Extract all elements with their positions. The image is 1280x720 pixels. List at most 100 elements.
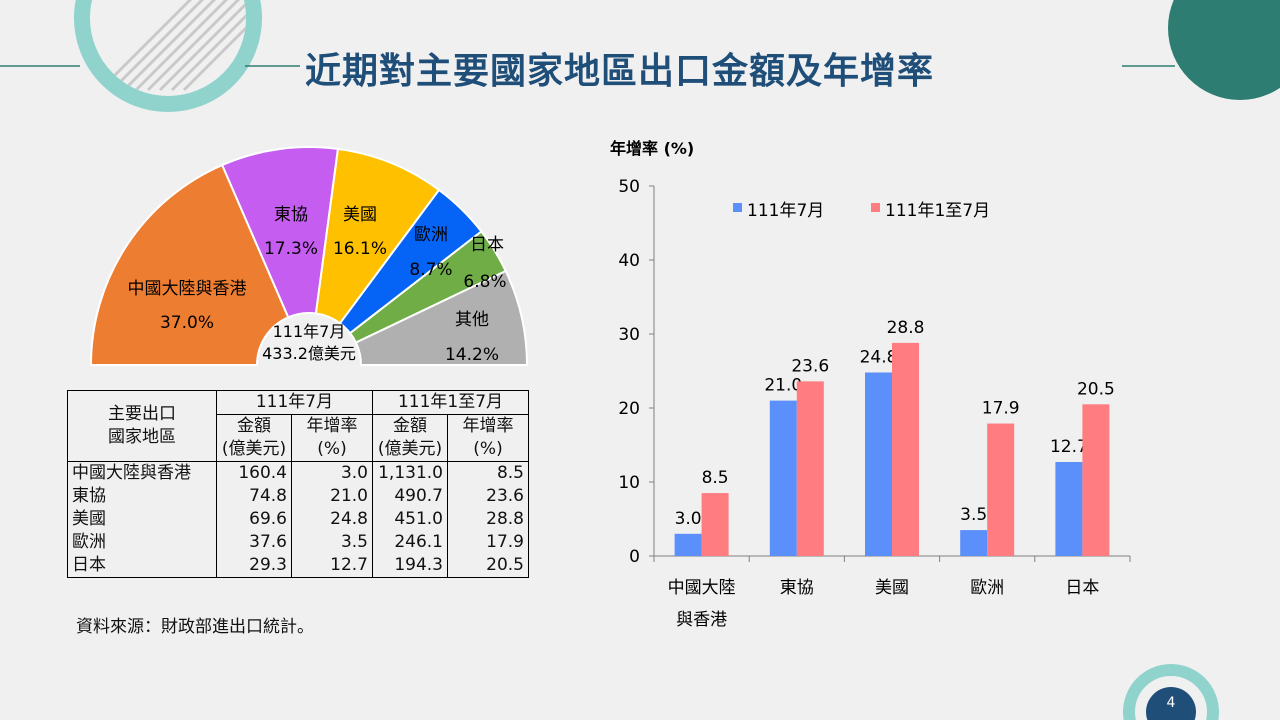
y-tick-label: 10 [618, 473, 640, 493]
cell-growth1: 12.7 [291, 554, 373, 578]
cell-amount1: 37.6 [216, 531, 292, 554]
cell-amount2: 194.3 [372, 554, 448, 578]
y-tick-label: 0 [629, 547, 640, 567]
cell-region: 東協 [67, 485, 217, 508]
x-tick-label: 歐洲 [970, 578, 1004, 598]
header-growth-line2: (%) [473, 439, 503, 459]
bar-value-label: 3.5 [960, 505, 987, 525]
bar-value-label: 20.5 [1077, 379, 1115, 399]
bar-value-label: 17.9 [982, 399, 1020, 419]
table-header-period2: 111年1至7月 [372, 390, 529, 415]
cell-growth1: 3.5 [291, 531, 373, 554]
bar-chart-ylabel: 年增率 (%) [610, 139, 694, 158]
legend-label: 111年1至7月 [885, 201, 990, 221]
cell-growth1: 24.8 [291, 508, 373, 531]
cell-amount1: 160.4 [216, 461, 292, 485]
table-header-amount: 金額 (億美元) [216, 414, 292, 462]
cell-amount2: 1,131.0 [372, 461, 448, 485]
pie-center-total: 433.2億美元 [262, 344, 356, 363]
table-header-period1: 111年7月 [216, 390, 373, 415]
cell-amount2: 451.0 [372, 508, 448, 531]
cell-growth2: 17.9 [447, 531, 529, 554]
bar-value-label: 21.0 [764, 376, 802, 396]
pie-label-japan: 日本 [470, 235, 504, 255]
header-amount-line1: 金額 [393, 416, 427, 436]
decor-hatch [98, 0, 246, 92]
pie-pct-other: 14.2% [445, 345, 499, 365]
bar-value-label: 8.5 [702, 468, 729, 488]
x-tick-label: 美國 [875, 578, 909, 598]
decor-circle-top-right [1168, 0, 1280, 100]
table-header-growth: 年增率 (%) [291, 414, 373, 462]
table-header-region: 主要出口 國家地區 [67, 390, 217, 462]
pie-pct-usa: 16.1% [333, 239, 387, 259]
header-growth-line1: 年增率 [462, 416, 514, 436]
pie-pct-china: 37.0% [160, 313, 214, 333]
cell-amount2: 246.1 [372, 531, 448, 554]
pie-pct-asean: 17.3% [264, 239, 318, 259]
pie-label-asean: 東協 [274, 205, 308, 225]
x-tick-label: 東協 [780, 578, 814, 598]
y-tick-label: 50 [618, 177, 640, 197]
y-tick-label: 20 [618, 399, 640, 419]
bar-value-label: 28.8 [887, 318, 925, 338]
legend-label: 111年7月 [747, 201, 824, 221]
cell-region: 歐洲 [67, 531, 217, 554]
pie-label-other: 其他 [455, 310, 489, 330]
bar [1082, 404, 1110, 556]
y-tick-label: 40 [618, 251, 640, 271]
pie-label-europe: 歐洲 [414, 225, 448, 245]
table-row: 日本 29.3 12.7 194.3 20.5 [67, 554, 529, 578]
table-row: 中國大陸與香港 160.4 3.0 1,131.0 8.5 [67, 461, 529, 485]
x-tick-label: 中國大陸 [668, 578, 736, 598]
pie-center-period: 111年7月 [273, 322, 346, 341]
header-growth-line1: 年增率 [306, 416, 358, 436]
bar [865, 372, 892, 556]
page-number: 4 [1166, 695, 1176, 711]
bar-value-label: 24.8 [860, 347, 898, 367]
pie-pct-japan: 6.8% [463, 272, 506, 292]
bar-value-label: 23.6 [791, 356, 829, 376]
pie-slice [354, 269, 529, 366]
header-region-line2: 國家地區 [108, 427, 176, 447]
cell-growth2: 8.5 [447, 461, 529, 485]
cell-amount1: 29.3 [216, 554, 292, 578]
bar [674, 533, 702, 556]
decor-ring-bottom-right [1123, 664, 1219, 720]
cell-growth2: 20.5 [447, 554, 529, 578]
y-tick-label: 30 [618, 325, 640, 345]
table-header-amount: 金額 (億美元) [372, 414, 448, 462]
x-tick-label: 與香港 [676, 610, 727, 630]
x-tick-label: 日本 [1065, 578, 1099, 598]
bar [892, 342, 919, 556]
pie-slice [89, 163, 290, 366]
header-amount-line2: (億美元) [221, 439, 287, 459]
table-row: 東協 74.8 21.0 490.7 23.6 [67, 485, 529, 508]
bar [769, 400, 797, 556]
bar [701, 493, 729, 556]
table-header-growth: 年增率 (%) [447, 414, 529, 462]
page-number-badge [1146, 687, 1196, 720]
header-region-line1: 主要出口 [108, 404, 176, 424]
page-title: 近期對主要國家地區出口金額及年增率 [305, 51, 935, 92]
header-growth-line2: (%) [317, 439, 347, 459]
bar [1055, 462, 1083, 556]
pie-pct-europe: 8.7% [409, 260, 452, 280]
cell-amount1: 74.8 [216, 485, 292, 508]
cell-growth2: 23.6 [447, 485, 529, 508]
cell-region: 美國 [67, 508, 217, 531]
table-row: 歐洲 37.6 3.5 246.1 17.9 [67, 531, 529, 554]
header-amount-line2: (億美元) [377, 439, 443, 459]
bar [796, 381, 824, 556]
header-amount-line1: 金額 [237, 416, 271, 436]
cell-growth2: 28.8 [447, 508, 529, 531]
legend-swatch [871, 203, 880, 212]
bar [960, 530, 988, 556]
cell-region: 中國大陸與香港 [67, 461, 217, 485]
pie-label-usa: 美國 [343, 205, 377, 225]
bar-value-label: 12.7 [1050, 437, 1088, 457]
pie-label-china: 中國大陸與香港 [128, 279, 247, 299]
